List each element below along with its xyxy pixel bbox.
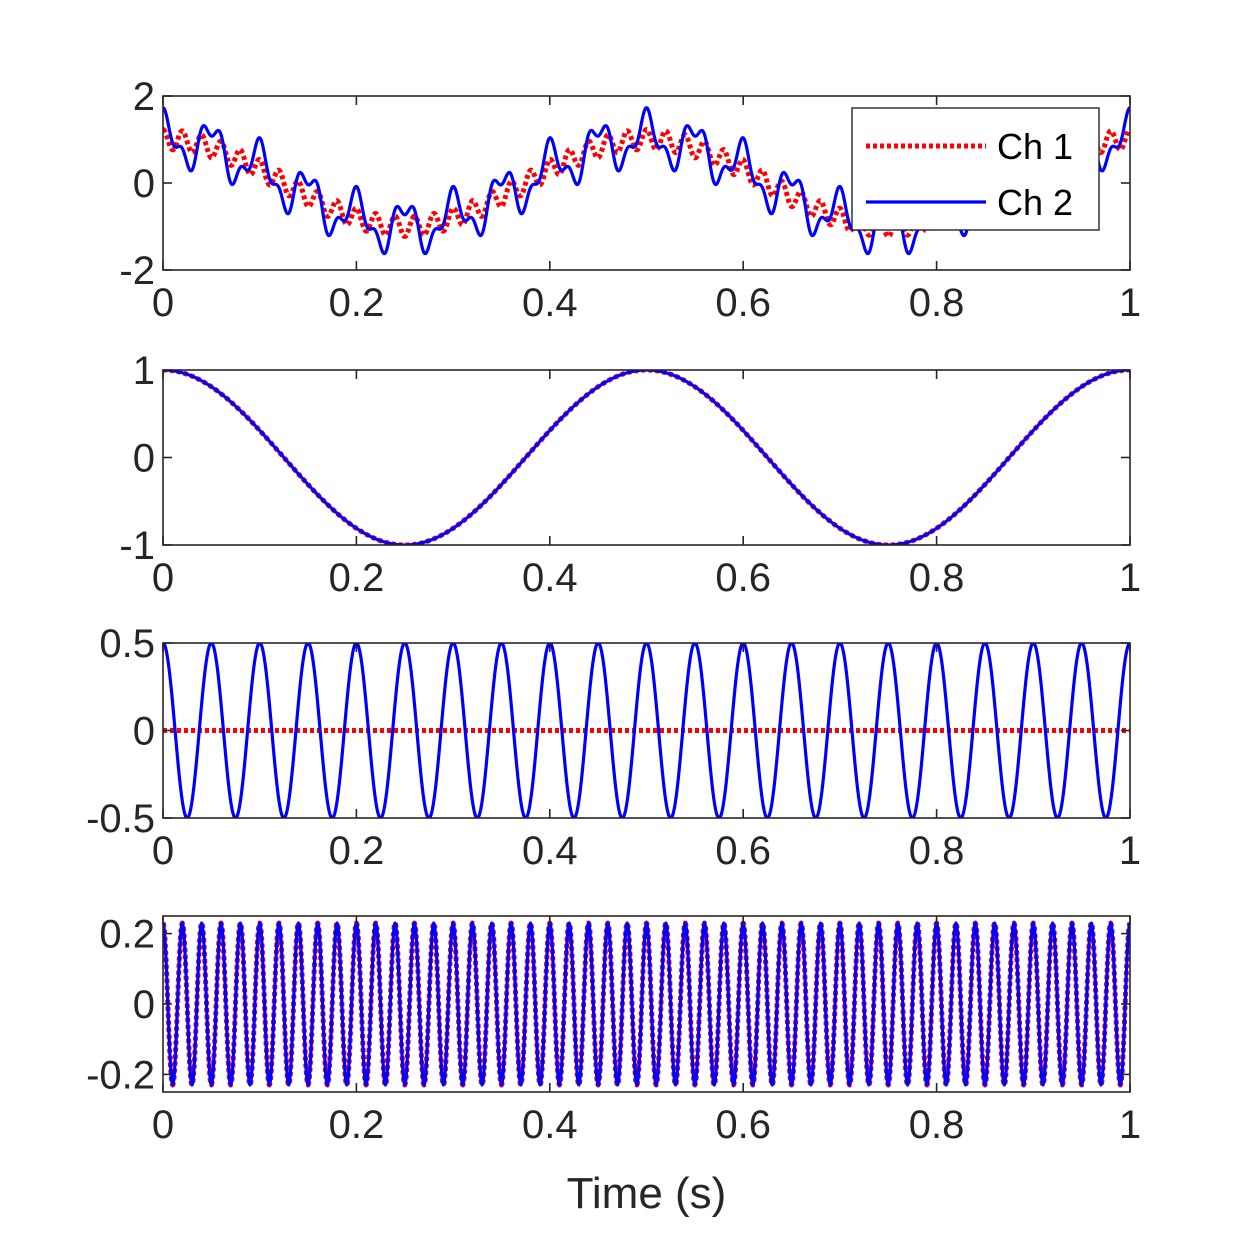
x-tick-label: 0.2	[329, 1103, 385, 1147]
legend-entry-label: Ch 1	[997, 126, 1073, 167]
x-tick-label: 0.8	[909, 281, 965, 325]
plot-area	[163, 643, 1130, 818]
x-tick-label: 0.2	[329, 829, 385, 873]
plot-area	[163, 920, 1130, 1088]
y-tick-label: 1	[133, 349, 155, 393]
x-tick-label: 0.6	[715, 556, 771, 600]
series-line-ch-2	[163, 370, 1130, 545]
x-tick-label: 0	[152, 1103, 174, 1147]
x-tick-label: 0	[152, 556, 174, 600]
x-tick-label: 0.2	[329, 556, 385, 600]
y-tick-label: 0.5	[99, 622, 155, 666]
x-tick-label: 1	[1119, 281, 1141, 325]
series-line-ch-2	[163, 921, 1130, 1087]
x-tick-label: 0.2	[329, 281, 385, 325]
x-axis-label: Time (s)	[567, 1169, 727, 1218]
x-tick-label: 0.8	[909, 556, 965, 600]
subplot-3: 0 0.2 0.4 0.6 0.8 1-0.500.5	[86, 622, 1141, 873]
y-tick-label: 0	[133, 983, 155, 1027]
x-tick-label: 0.6	[715, 1103, 771, 1147]
series-line-ch-2	[163, 643, 1130, 818]
x-tick-label: 0.4	[522, 1103, 578, 1147]
x-tick-label: 0.6	[715, 829, 771, 873]
x-tick-label: 0.8	[909, 1103, 965, 1147]
y-tick-label: -0.2	[86, 1053, 155, 1097]
x-tick-label: 1	[1119, 829, 1141, 873]
x-tick-label: 1	[1119, 556, 1141, 600]
y-tick-label: 2	[133, 75, 155, 119]
y-tick-label: 0	[133, 437, 155, 481]
x-tick-label: 0	[152, 281, 174, 325]
x-tick-label: 0	[152, 829, 174, 873]
legend-box	[851, 107, 1100, 231]
legend: Ch 1 Ch 2	[851, 107, 1100, 231]
y-tick-label: 0	[133, 162, 155, 206]
y-tick-label: -0.5	[86, 797, 155, 841]
series-line-ch-1	[163, 127, 1130, 239]
y-tick-label: -2	[119, 249, 155, 293]
x-tick-label: 0.8	[909, 829, 965, 873]
x-tick-label: 0.4	[522, 556, 578, 600]
x-tick-label: 0.4	[522, 829, 578, 873]
x-tick-label: 1	[1119, 1103, 1141, 1147]
y-tick-label: 0.2	[99, 913, 155, 957]
subplot-4: 0 0.2 0.4 0.6 0.8 1 -0.2 0 0.2 Time (s)	[86, 913, 1141, 1218]
legend-entry-label: Ch 2	[997, 182, 1073, 223]
y-tick-label: 0	[133, 710, 155, 754]
x-tick-label: 0.4	[522, 281, 578, 325]
subplot-2: 0 0.2 0.4 0.6 0.8 1-101	[119, 349, 1141, 600]
plot-area	[163, 370, 1130, 545]
y-tick-label: -1	[119, 524, 155, 568]
x-tick-label: 0.6	[715, 281, 771, 325]
